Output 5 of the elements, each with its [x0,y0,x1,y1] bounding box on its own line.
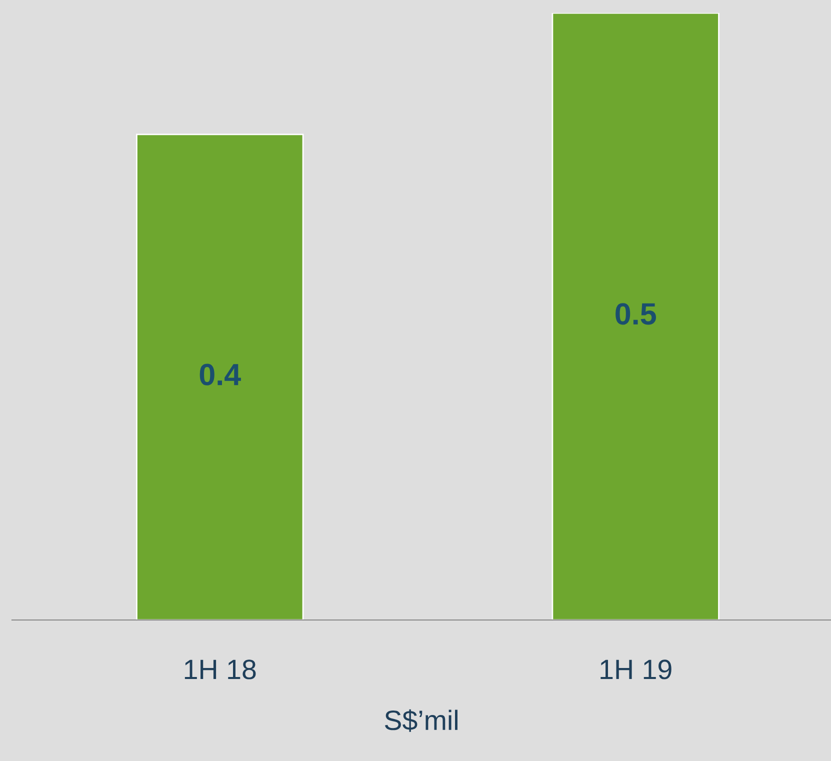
x-axis-title: S$’mil [384,709,458,732]
data-label: 0.4 [200,364,241,386]
data-label: 0.5 [616,303,656,325]
x-tick-label: 1H 18 [184,660,256,680]
x-tick-label: 1H 19 [600,660,672,680]
